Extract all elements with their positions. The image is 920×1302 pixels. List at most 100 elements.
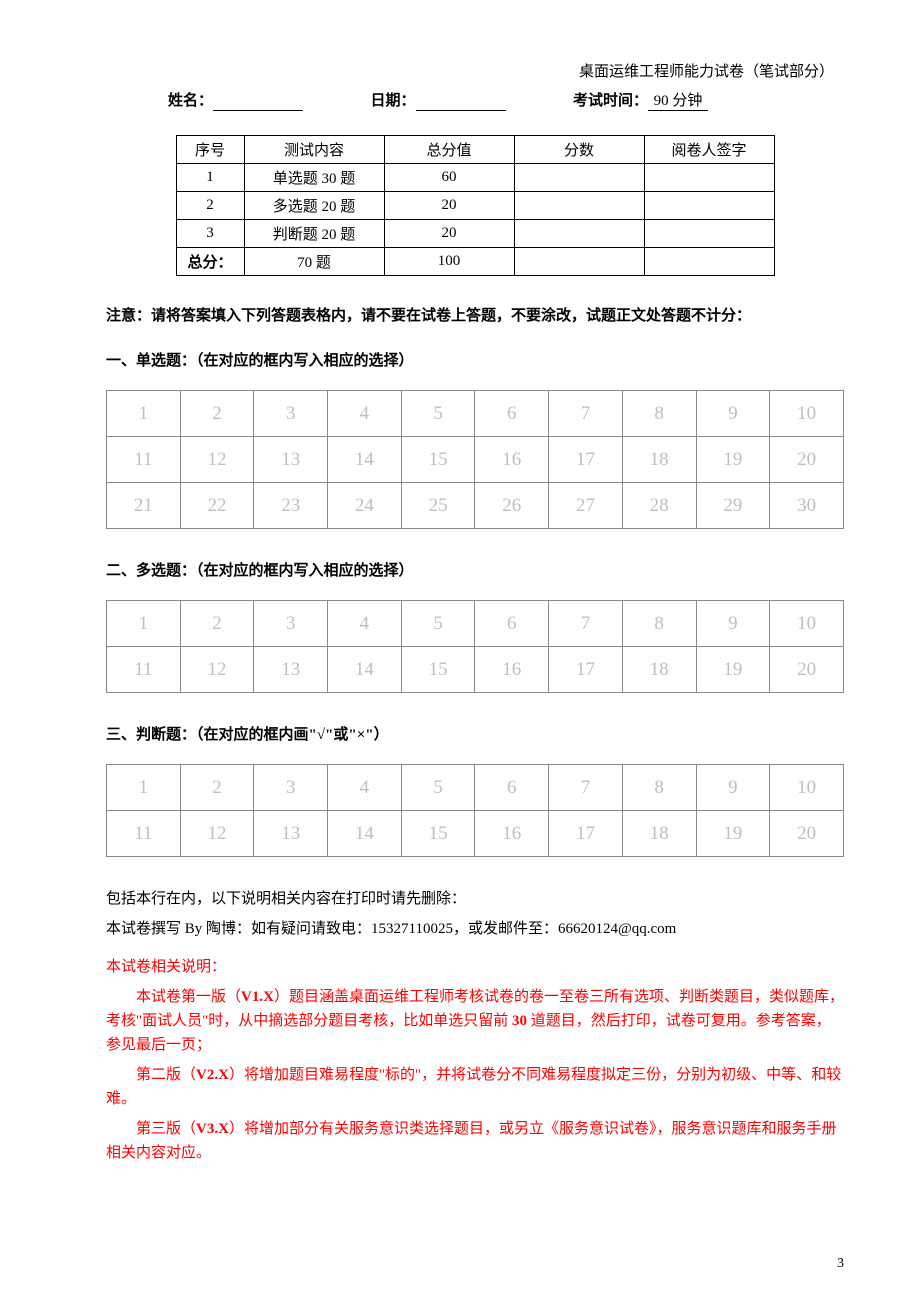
footer-red-title: 本试卷相关说明：: [106, 955, 844, 979]
answer-cell[interactable]: 5: [401, 765, 475, 811]
cell[interactable]: [644, 164, 774, 192]
answer-cell[interactable]: 7: [549, 601, 623, 647]
footer-p2: 第二版（V2.X）将增加题目难易程度"标的"，并将试卷分不同难易程度拟定三份，分…: [106, 1063, 844, 1111]
answer-cell[interactable]: 15: [401, 811, 475, 857]
notice-text: 注意：请将答案填入下列答题表格内，请不要在试卷上答题，不要涂改，试题正文处答题不…: [106, 304, 844, 325]
answer-cell[interactable]: 3: [254, 601, 328, 647]
answer-cell[interactable]: 20: [770, 437, 844, 483]
name-field[interactable]: [213, 93, 303, 111]
answer-cell[interactable]: 1: [107, 391, 181, 437]
th-content: 测试内容: [244, 136, 384, 164]
answer-cell[interactable]: 7: [549, 391, 623, 437]
cell[interactable]: [514, 164, 644, 192]
answer-cell[interactable]: 19: [696, 437, 770, 483]
answer-cell[interactable]: 17: [549, 437, 623, 483]
answer-cell[interactable]: 9: [696, 765, 770, 811]
answer-cell[interactable]: 20: [770, 811, 844, 857]
answer-cell[interactable]: 8: [622, 601, 696, 647]
answer-row: 11121314151617181920: [107, 647, 844, 693]
answer-cell[interactable]: 14: [328, 647, 402, 693]
answer-cell[interactable]: 8: [622, 765, 696, 811]
answer-cell[interactable]: 6: [475, 601, 549, 647]
info-line: 姓名： 日期： 考试时间：90 分钟: [106, 89, 844, 111]
answer-cell[interactable]: 27: [549, 483, 623, 529]
answer-cell[interactable]: 12: [180, 437, 254, 483]
score-table: 序号 测试内容 总分值 分数 阅卷人签字 1 单选题 30 题 60 2 多选题…: [176, 135, 775, 276]
answer-row: 12345678910: [107, 391, 844, 437]
answer-cell[interactable]: 16: [475, 811, 549, 857]
answer-cell[interactable]: 17: [549, 647, 623, 693]
answer-cell[interactable]: 1: [107, 765, 181, 811]
answer-cell[interactable]: 15: [401, 437, 475, 483]
cell[interactable]: [644, 248, 774, 276]
date-field[interactable]: [416, 93, 506, 111]
answer-cell[interactable]: 19: [696, 811, 770, 857]
answer-cell[interactable]: 28: [622, 483, 696, 529]
answer-cell[interactable]: 23: [254, 483, 328, 529]
cell[interactable]: [644, 192, 774, 220]
cell: 70 题: [244, 248, 384, 276]
cell[interactable]: [514, 192, 644, 220]
answer-cell[interactable]: 2: [180, 765, 254, 811]
answer-cell[interactable]: 5: [401, 391, 475, 437]
time-value: 90 分钟: [648, 89, 708, 111]
answer-cell[interactable]: 18: [622, 811, 696, 857]
answer-cell[interactable]: 11: [107, 647, 181, 693]
answer-cell[interactable]: 17: [549, 811, 623, 857]
cell: 2: [176, 192, 244, 220]
answer-cell[interactable]: 2: [180, 601, 254, 647]
cell: 判断题 20 题: [244, 220, 384, 248]
answer-cell[interactable]: 16: [475, 437, 549, 483]
answer-row: 21222324252627282930: [107, 483, 844, 529]
answer-cell[interactable]: 22: [180, 483, 254, 529]
answer-cell[interactable]: 10: [770, 391, 844, 437]
answer-cell[interactable]: 13: [254, 437, 328, 483]
answer-cell[interactable]: 10: [770, 765, 844, 811]
answer-cell[interactable]: 8: [622, 391, 696, 437]
cell: 60: [384, 164, 514, 192]
answer-cell[interactable]: 4: [328, 391, 402, 437]
answer-cell[interactable]: 19: [696, 647, 770, 693]
answer-cell[interactable]: 4: [328, 765, 402, 811]
cell[interactable]: [514, 220, 644, 248]
answer-cell[interactable]: 24: [328, 483, 402, 529]
cell: 单选题 30 题: [244, 164, 384, 192]
cell[interactable]: [644, 220, 774, 248]
answer-cell[interactable]: 18: [622, 437, 696, 483]
answer-cell[interactable]: 9: [696, 601, 770, 647]
answer-cell[interactable]: 4: [328, 601, 402, 647]
answer-cell[interactable]: 9: [696, 391, 770, 437]
answer-cell[interactable]: 13: [254, 811, 328, 857]
answer-cell[interactable]: 6: [475, 391, 549, 437]
answer-cell[interactable]: 7: [549, 765, 623, 811]
date-label: 日期：: [371, 93, 416, 109]
footer-line1: 包括本行在内，以下说明相关内容在打印时请先删除：: [106, 887, 844, 911]
answer-cell[interactable]: 18: [622, 647, 696, 693]
answer-cell[interactable]: 13: [254, 647, 328, 693]
answer-cell[interactable]: 14: [328, 437, 402, 483]
answer-cell[interactable]: 11: [107, 437, 181, 483]
answer-cell[interactable]: 12: [180, 647, 254, 693]
cell[interactable]: [514, 248, 644, 276]
answer-cell[interactable]: 26: [475, 483, 549, 529]
answer-cell[interactable]: 11: [107, 811, 181, 857]
answer-row: 12345678910: [107, 601, 844, 647]
answer-cell[interactable]: 25: [401, 483, 475, 529]
section1-title: 一、单选题：（在对应的框内写入相应的选择）: [106, 349, 844, 370]
answer-cell[interactable]: 3: [254, 765, 328, 811]
answer-cell[interactable]: 29: [696, 483, 770, 529]
answer-cell[interactable]: 6: [475, 765, 549, 811]
th-total: 总分值: [384, 136, 514, 164]
answer-cell[interactable]: 21: [107, 483, 181, 529]
answer-cell[interactable]: 12: [180, 811, 254, 857]
answer-cell[interactable]: 5: [401, 601, 475, 647]
answer-cell[interactable]: 16: [475, 647, 549, 693]
answer-cell[interactable]: 30: [770, 483, 844, 529]
answer-cell[interactable]: 1: [107, 601, 181, 647]
answer-cell[interactable]: 14: [328, 811, 402, 857]
answer-cell[interactable]: 15: [401, 647, 475, 693]
answer-cell[interactable]: 3: [254, 391, 328, 437]
answer-cell[interactable]: 2: [180, 391, 254, 437]
answer-cell[interactable]: 20: [770, 647, 844, 693]
answer-cell[interactable]: 10: [770, 601, 844, 647]
